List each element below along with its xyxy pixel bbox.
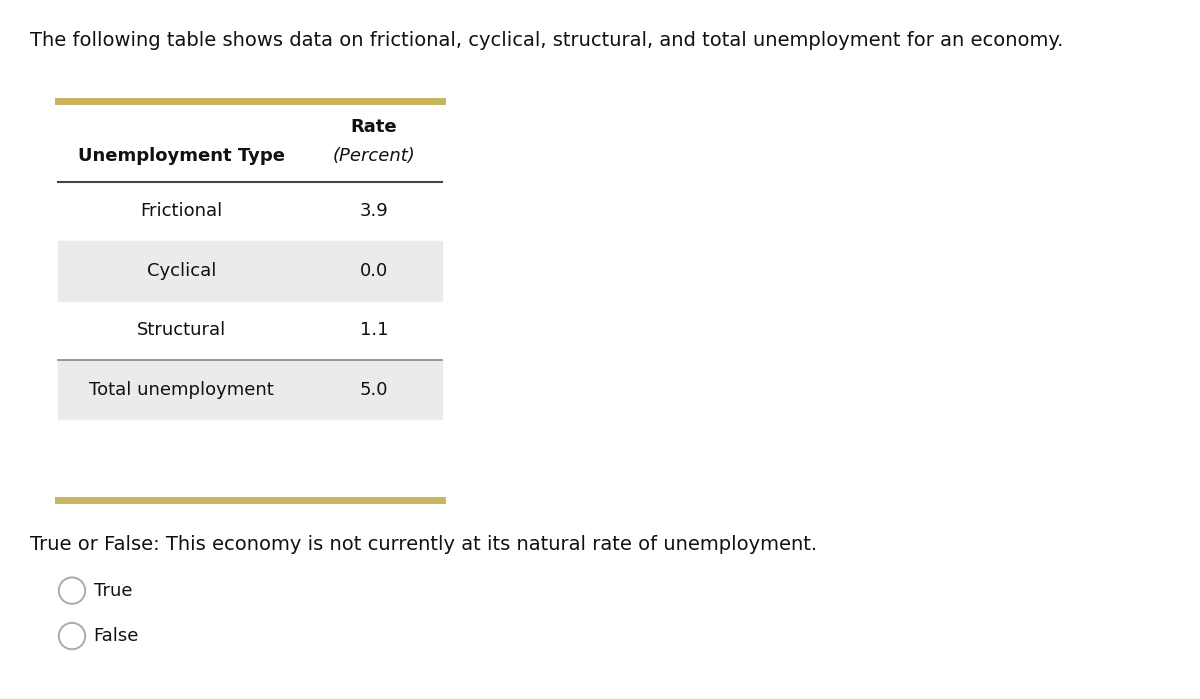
- Text: 5.0: 5.0: [360, 381, 388, 398]
- Text: True: True: [94, 582, 132, 600]
- Text: False: False: [94, 627, 139, 645]
- Text: The following table shows data on frictional, cyclical, structural, and total un: The following table shows data on fricti…: [30, 31, 1063, 50]
- Text: Rate: Rate: [350, 118, 397, 136]
- Text: Unemployment Type: Unemployment Type: [78, 147, 286, 165]
- Text: 3.9: 3.9: [360, 203, 388, 220]
- Text: Structural: Structural: [137, 322, 227, 339]
- Text: True or False: This economy is not currently at its natural rate of unemployment: True or False: This economy is not curre…: [30, 535, 817, 554]
- Text: 1.1: 1.1: [360, 322, 388, 339]
- Text: Cyclical: Cyclical: [148, 262, 216, 280]
- Text: Total unemployment: Total unemployment: [90, 381, 274, 398]
- Text: 0.0: 0.0: [360, 262, 388, 280]
- Text: (Percent): (Percent): [332, 147, 415, 165]
- Text: Frictional: Frictional: [140, 203, 223, 220]
